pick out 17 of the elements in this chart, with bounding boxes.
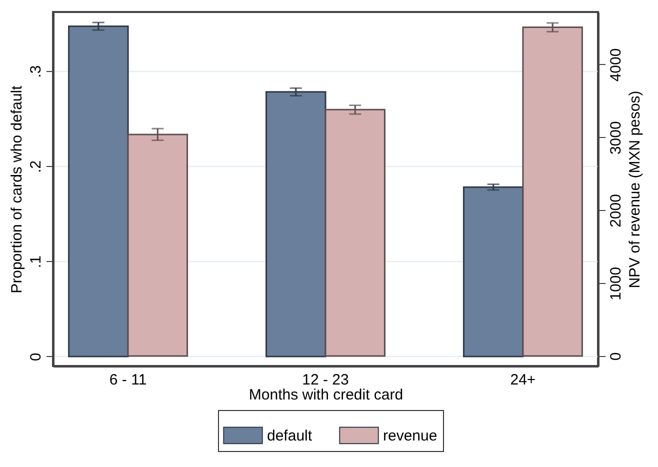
legend-label: revenue <box>383 427 438 444</box>
y2-axis-title: NPV of revenue (MXN pesos) <box>626 90 644 288</box>
x-tick-label: 24+ <box>510 372 536 388</box>
y2-tick-label: 0 <box>608 352 624 361</box>
y-tick-label: .1 <box>28 256 44 268</box>
x-axis-title: Months with credit card <box>248 386 404 404</box>
y-tick-label: .2 <box>28 160 44 173</box>
x-tick-label: 6 - 11 <box>109 372 147 388</box>
y-axis-title: Proportion of cards who default <box>8 84 26 294</box>
y-tick-label: .3 <box>28 65 44 78</box>
x-tick-label: 12 - 23 <box>302 372 349 388</box>
y2-tick-label: 3000 <box>608 121 624 155</box>
y2-tick-label: 4000 <box>608 48 624 82</box>
y-tick-label: 0 <box>28 352 44 362</box>
y2-tick-label: 2000 <box>608 194 624 228</box>
legend-label: default <box>267 427 313 444</box>
y2-tick-label: 1000 <box>608 266 624 300</box>
